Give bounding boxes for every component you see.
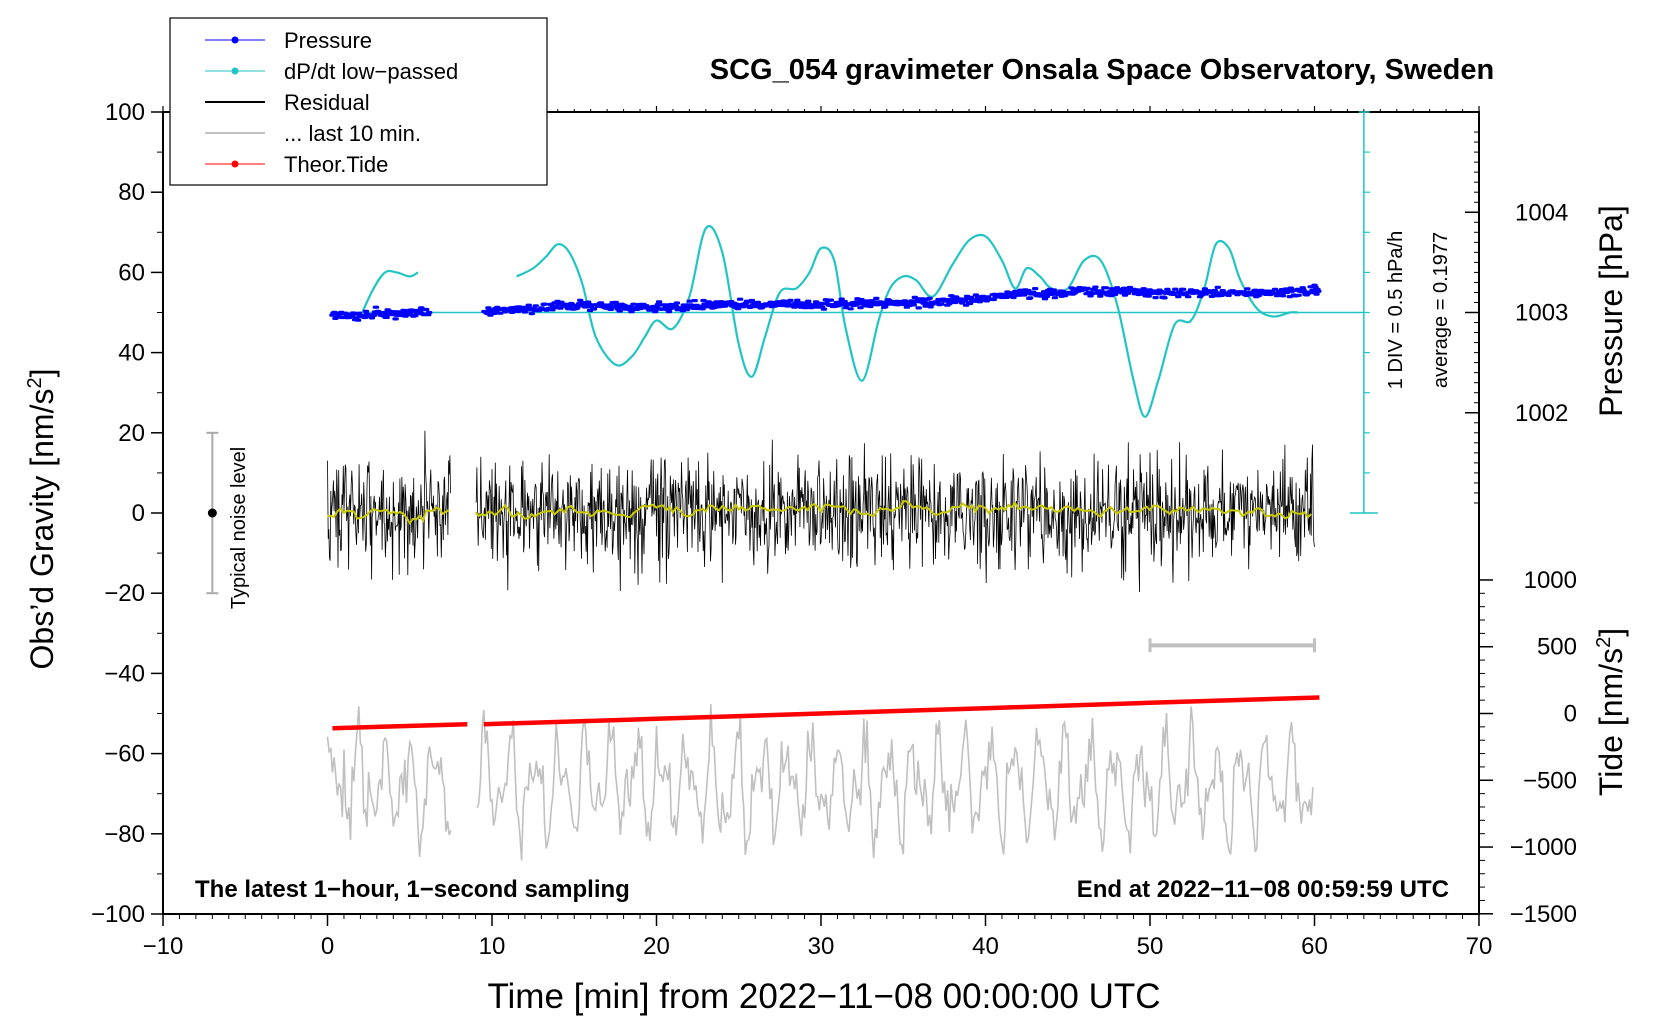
- annotation-sampling: The latest 1−hour, 1−second sampling: [195, 876, 630, 903]
- series-dpdt-segment-2: [516, 225, 1299, 418]
- y-tick-label: 40: [118, 340, 145, 367]
- legend: Pressure dP/dt low−passed Residual ... l…: [169, 17, 548, 186]
- y-tick-label: −20: [104, 580, 145, 607]
- series-layer: [326, 225, 1364, 861]
- series-tide-segment-2: [483, 695, 1320, 727]
- y-tick-label: −60: [104, 741, 145, 768]
- y-axis-label-tide-end: ]: [1593, 628, 1629, 637]
- x-tick-label: 0: [321, 933, 334, 960]
- x-tick-label: 50: [1137, 933, 1164, 960]
- x-tick-label: 10: [479, 933, 506, 960]
- annotation-div: 1 DIV = 0.5 hPa/h: [1385, 231, 1407, 389]
- pressure-tick-label: 1002: [1515, 400, 1568, 427]
- legend-marker-dpdt: [231, 67, 239, 75]
- annotations-layer: [206, 111, 1378, 653]
- y-axis-label-tide-main: Tide [nm/s: [1593, 648, 1629, 796]
- annotation-noise-level: Typical noise level: [228, 447, 250, 609]
- x-tick-label: 30: [808, 933, 835, 960]
- y-tick-label: 80: [118, 179, 145, 206]
- y-tick-label: −80: [104, 821, 145, 848]
- annotation-end-time: End at 2022−11−08 00:59:59 UTC: [1077, 876, 1449, 903]
- noise-bar-center: [207, 508, 217, 518]
- tide-tick-label: 0: [1564, 701, 1577, 728]
- legend-marker-pressure: [231, 36, 239, 44]
- axes-layer: −10 0 10 20 30 40 50 60 70−100−80−60−40−20020406…: [91, 99, 1577, 960]
- legend-label-pressure: Pressure: [284, 28, 372, 53]
- y-axis-label-left: Obs’d Gravity [nm/s2]: [24, 369, 60, 670]
- y-axis-label-tide: Tide [nm/s2]: [1593, 628, 1629, 796]
- x-tick-label: 60: [1301, 933, 1328, 960]
- y-tick-label: 60: [118, 259, 145, 286]
- y-axis-label-pressure: Pressure [hPa]: [1593, 205, 1629, 417]
- series-residual-lowpass-line: [327, 500, 1312, 525]
- series-last10-line: [326, 704, 1314, 861]
- pressure-tick-label: 1004: [1515, 199, 1568, 226]
- y-tick-label: 100: [105, 99, 145, 126]
- tide-tick-label: −1500: [1510, 901, 1577, 928]
- y-axis-label-tide-sup: 2: [1593, 637, 1615, 648]
- y-axis-label-left-end: ]: [24, 369, 60, 378]
- chart-title: SCG_054 gravimeter Onsala Space Observat…: [710, 54, 1494, 86]
- tide-tick-label: −1000: [1510, 834, 1577, 861]
- y-axis-label-left-main: Obs’d Gravity [nm/s: [24, 389, 60, 670]
- y-axis-label-left-sup: 2: [24, 377, 46, 388]
- y-tick-label: −40: [104, 660, 145, 687]
- tide-tick-label: 1000: [1524, 567, 1577, 594]
- pressure-tick-label: 1003: [1515, 300, 1568, 327]
- legend-label-tide: Theor.Tide: [284, 152, 388, 177]
- tide-tick-label: 500: [1537, 634, 1577, 661]
- series-pressure-points: [329, 283, 1322, 322]
- y-tick-label: 0: [132, 500, 145, 527]
- series-tide-segment-1: [332, 721, 468, 731]
- tide-tick-label: −500: [1523, 767, 1577, 794]
- legend-label-dpdt: dP/dt low−passed: [284, 59, 458, 84]
- legend-label-residual: Residual: [284, 90, 370, 115]
- x-tick-label: 40: [972, 933, 999, 960]
- x-tick-label: 70: [1466, 933, 1493, 960]
- y-tick-label: −100: [91, 901, 145, 928]
- y-tick-label: 20: [118, 420, 145, 447]
- legend-marker-tide: [231, 160, 239, 168]
- legend-label-last10: ... last 10 min.: [284, 121, 421, 146]
- series-dpdt-segment-1: [359, 269, 419, 317]
- x-tick-label: −10: [143, 933, 184, 960]
- annotation-average: average = 0.1977: [1430, 232, 1452, 388]
- x-axis-label: Time [min] from 2022−11−08 00:00:00 UTC: [487, 977, 1160, 1016]
- x-tick-label: 20: [643, 933, 670, 960]
